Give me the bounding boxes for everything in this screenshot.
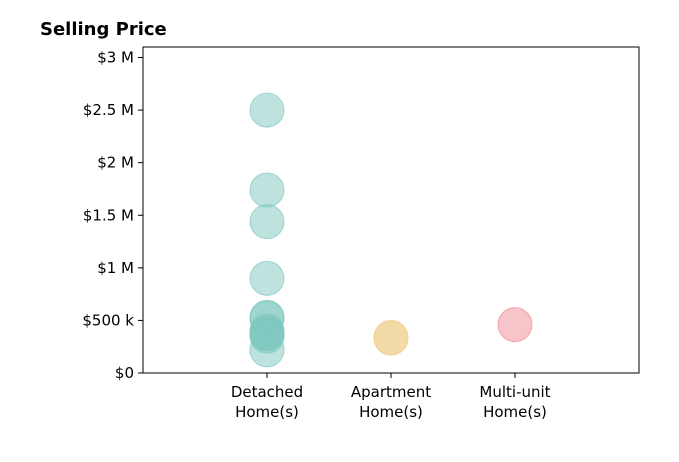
x-tick-label: Detached Home(s) <box>231 383 303 421</box>
data-point <box>373 320 409 356</box>
data-point <box>249 260 285 296</box>
data-point <box>249 332 285 368</box>
y-tick-label: $3 M <box>97 49 134 67</box>
x-tick-label: Multi-unit Home(s) <box>479 383 550 421</box>
y-tick-label: $1 M <box>97 259 134 277</box>
data-point <box>249 92 285 128</box>
data-point <box>249 172 285 208</box>
x-axis: Detached Home(s) Apartment Home(s) Multi-uni… <box>231 373 551 421</box>
data-point <box>249 204 285 240</box>
data-point <box>497 307 533 343</box>
y-tick-label: $2.5 M <box>83 101 134 119</box>
y-tick-label: $500 k <box>82 311 134 329</box>
x-tick-label: Apartment Home(s) <box>351 383 431 421</box>
y-tick-label: $2 M <box>97 154 134 172</box>
y-axis: $0 $500 k $1 M $1.5 M $2 M $2.5 M $3 M <box>82 49 143 382</box>
chart-title: Selling Price <box>40 19 167 40</box>
y-tick-label: $1.5 M <box>83 206 134 224</box>
y-tick-label: $0 <box>115 364 134 382</box>
plot-frame <box>142 46 640 374</box>
data-points <box>249 92 533 368</box>
